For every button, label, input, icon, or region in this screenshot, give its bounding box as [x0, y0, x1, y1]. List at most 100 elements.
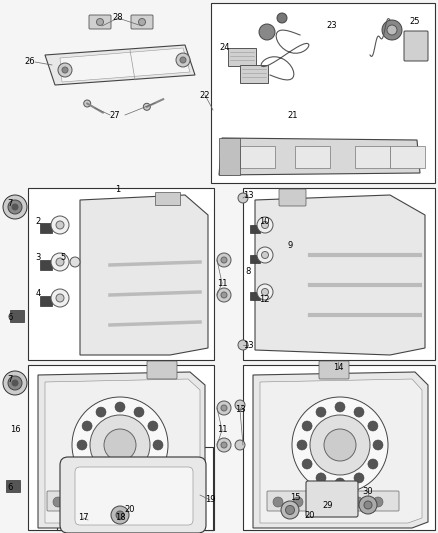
Circle shape	[235, 440, 245, 450]
Polygon shape	[219, 138, 240, 175]
Circle shape	[8, 200, 22, 214]
Circle shape	[281, 501, 299, 519]
Polygon shape	[255, 195, 425, 355]
Circle shape	[297, 440, 307, 450]
FancyBboxPatch shape	[60, 457, 206, 533]
FancyBboxPatch shape	[404, 31, 428, 61]
Text: 20: 20	[125, 505, 135, 514]
Text: 19: 19	[205, 496, 215, 505]
Circle shape	[257, 284, 273, 300]
Circle shape	[302, 421, 312, 431]
Text: 25: 25	[410, 18, 420, 27]
Circle shape	[261, 222, 268, 229]
Bar	[57, 447, 213, 530]
Circle shape	[313, 497, 323, 507]
Bar	[6, 480, 20, 492]
Polygon shape	[260, 379, 422, 523]
Circle shape	[8, 376, 22, 390]
Polygon shape	[155, 192, 180, 205]
Bar	[250, 292, 260, 300]
Circle shape	[90, 415, 150, 475]
Polygon shape	[253, 372, 428, 528]
Text: 27: 27	[110, 110, 120, 119]
Circle shape	[3, 195, 27, 219]
Bar	[250, 225, 260, 233]
Circle shape	[143, 103, 150, 110]
Circle shape	[354, 407, 364, 417]
Circle shape	[235, 400, 245, 410]
Circle shape	[292, 397, 388, 493]
Text: 29: 29	[323, 500, 333, 510]
Circle shape	[273, 497, 283, 507]
Circle shape	[73, 497, 83, 507]
Circle shape	[259, 24, 275, 40]
Circle shape	[96, 473, 106, 483]
Bar	[28, 188, 214, 360]
Circle shape	[373, 497, 383, 507]
Text: 23: 23	[327, 20, 337, 29]
Circle shape	[238, 193, 248, 203]
Circle shape	[221, 442, 227, 448]
Circle shape	[111, 506, 129, 524]
Circle shape	[221, 257, 227, 263]
Circle shape	[77, 440, 87, 450]
Circle shape	[84, 516, 92, 524]
Circle shape	[324, 429, 356, 461]
Circle shape	[53, 497, 63, 507]
FancyBboxPatch shape	[75, 467, 193, 525]
Text: 6: 6	[7, 313, 13, 322]
Circle shape	[217, 253, 231, 267]
Text: 4: 4	[35, 289, 41, 298]
Circle shape	[333, 497, 343, 507]
Circle shape	[116, 516, 124, 524]
Circle shape	[84, 100, 91, 107]
Circle shape	[12, 204, 18, 210]
Polygon shape	[45, 45, 195, 85]
Circle shape	[56, 221, 64, 229]
Circle shape	[12, 380, 18, 386]
Text: 13: 13	[243, 190, 253, 199]
Circle shape	[82, 421, 92, 431]
Circle shape	[302, 459, 312, 469]
Circle shape	[96, 19, 103, 26]
Circle shape	[70, 257, 80, 267]
Circle shape	[82, 459, 92, 469]
Circle shape	[138, 19, 145, 26]
Text: 7: 7	[7, 199, 13, 208]
Circle shape	[115, 478, 125, 488]
Circle shape	[51, 289, 69, 307]
Text: 15: 15	[290, 492, 300, 502]
FancyBboxPatch shape	[228, 48, 256, 66]
FancyBboxPatch shape	[147, 361, 177, 379]
Text: 10: 10	[259, 217, 269, 227]
Circle shape	[104, 429, 136, 461]
Polygon shape	[38, 372, 205, 528]
Circle shape	[368, 421, 378, 431]
Circle shape	[115, 402, 125, 412]
Circle shape	[368, 459, 378, 469]
Text: 5: 5	[60, 254, 66, 262]
Circle shape	[153, 440, 163, 450]
Circle shape	[133, 497, 143, 507]
FancyBboxPatch shape	[240, 65, 268, 83]
Bar	[40, 260, 52, 270]
FancyBboxPatch shape	[131, 15, 153, 29]
Circle shape	[134, 473, 144, 483]
Text: 8: 8	[245, 268, 251, 277]
Text: 7: 7	[7, 376, 13, 384]
Text: 2: 2	[35, 217, 41, 227]
Bar	[355, 146, 390, 168]
Circle shape	[387, 25, 397, 35]
Text: 6: 6	[7, 483, 13, 492]
Circle shape	[359, 496, 377, 514]
Text: 28: 28	[113, 13, 124, 22]
Text: 30: 30	[363, 488, 373, 497]
FancyBboxPatch shape	[47, 491, 179, 511]
Circle shape	[96, 407, 106, 417]
Text: 22: 22	[200, 91, 210, 100]
Bar	[40, 223, 52, 233]
FancyBboxPatch shape	[267, 491, 399, 511]
Circle shape	[261, 288, 268, 295]
Circle shape	[56, 258, 64, 266]
FancyBboxPatch shape	[279, 189, 306, 206]
